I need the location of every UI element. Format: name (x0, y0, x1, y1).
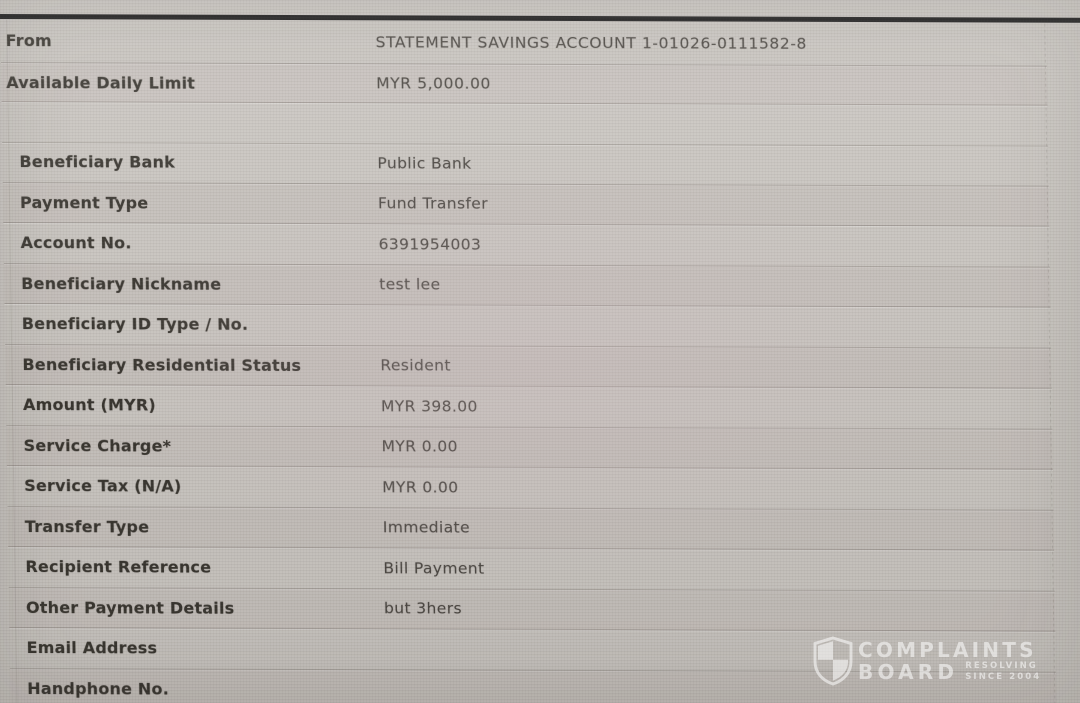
field-label: Beneficiary Residential Status (22, 354, 302, 375)
table-row: Beneficiary ID Type / No. (4, 304, 1052, 349)
table-row: Service Charge* MYR 0.00 (6, 425, 1053, 470)
account-summary-table: From STATEMENT SAVINGS ACCOUNT 1-01026-0… (0, 19, 1048, 106)
watermark-brand-row: BOARD RESOLVING SINCE 2004 (858, 661, 1041, 682)
field-value: Fund Transfer (377, 194, 489, 213)
transfer-details-table: Beneficiary Bank Public Bank Payment Typ… (2, 142, 1057, 703)
table-row: Amount (MYR) MYR 398.00 (5, 385, 1053, 430)
field-label: Handphone No. (27, 678, 170, 699)
watermark-tagline-line1: RESOLVING (965, 661, 1038, 672)
table-row: Beneficiary Nickname test lee (3, 263, 1051, 308)
field-value: MYR 0.00 (381, 437, 458, 456)
field-value: but 3hers (383, 599, 463, 618)
field-label: Available Daily Limit (6, 72, 196, 93)
watermark-tagline-line2: SINCE 2004 (965, 672, 1042, 682)
shield-icon (813, 636, 853, 686)
field-label: Beneficiary ID Type / No. (21, 314, 249, 335)
field-label: Other Payment Details (25, 597, 235, 618)
field-label: Recipient Reference (25, 557, 212, 577)
field-label: Account No. (20, 233, 132, 253)
field-label: Service Charge* (23, 435, 172, 456)
field-label: Email Address (26, 638, 158, 658)
field-value: STATEMENT SAVINGS ACCOUNT 1-01026-011158… (375, 32, 808, 53)
field-label: Amount (MYR) (22, 395, 157, 415)
field-label: Beneficiary Nickname (21, 273, 222, 294)
table-row: Other Payment Details but 3hers (8, 587, 1056, 632)
table-row: Account No. 6391954003 (3, 223, 1050, 268)
field-value: Resident (380, 356, 452, 375)
watermark-brand-bottom: BOARD (858, 660, 959, 684)
table-row: Recipient Reference Bill Payment (8, 547, 1055, 592)
field-label: Beneficiary Bank (19, 152, 176, 172)
field-label: Service Tax (N/A) (24, 476, 182, 496)
field-value: Public Bank (377, 154, 472, 173)
watermark-text-block: COMPLAINTS BOARD RESOLVING SINCE 2004 (858, 639, 1041, 682)
field-value: MYR 0.00 (382, 478, 459, 497)
field-value: 6391954003 (378, 235, 482, 254)
section-spacer (1, 100, 1049, 147)
field-label: From (5, 31, 53, 51)
field-value: Immediate (382, 518, 471, 537)
table-row: Available Daily Limit MYR 5,000.00 (0, 63, 1048, 106)
table-row: Transfer Type Immediate (7, 506, 1055, 551)
table-row: Beneficiary Bank Public Bank (2, 142, 1049, 187)
table-row: Payment Type Fund Transfer (2, 182, 1050, 227)
field-label: Transfer Type (24, 516, 150, 537)
field-value: Bill Payment (383, 559, 485, 578)
field-value: MYR 5,000.00 (376, 74, 492, 93)
complaintsboard-watermark: COMPLAINTS BOARD RESOLVING SINCE 2004 (813, 636, 1041, 686)
field-label: Payment Type (19, 192, 149, 213)
table-row: From STATEMENT SAVINGS ACCOUNT 1-01026-0… (0, 19, 1047, 67)
watermark-tagline: RESOLVING SINCE 2004 (965, 661, 1041, 682)
table-row: Service Tax (N/A) MYR 0.00 (6, 466, 1054, 511)
field-value: MYR 398.00 (380, 397, 478, 416)
table-row: Beneficiary Residential Status Resident (5, 344, 1052, 389)
watermark-brand-top: COMPLAINTS (858, 638, 1037, 663)
field-value: test lee (379, 275, 441, 294)
